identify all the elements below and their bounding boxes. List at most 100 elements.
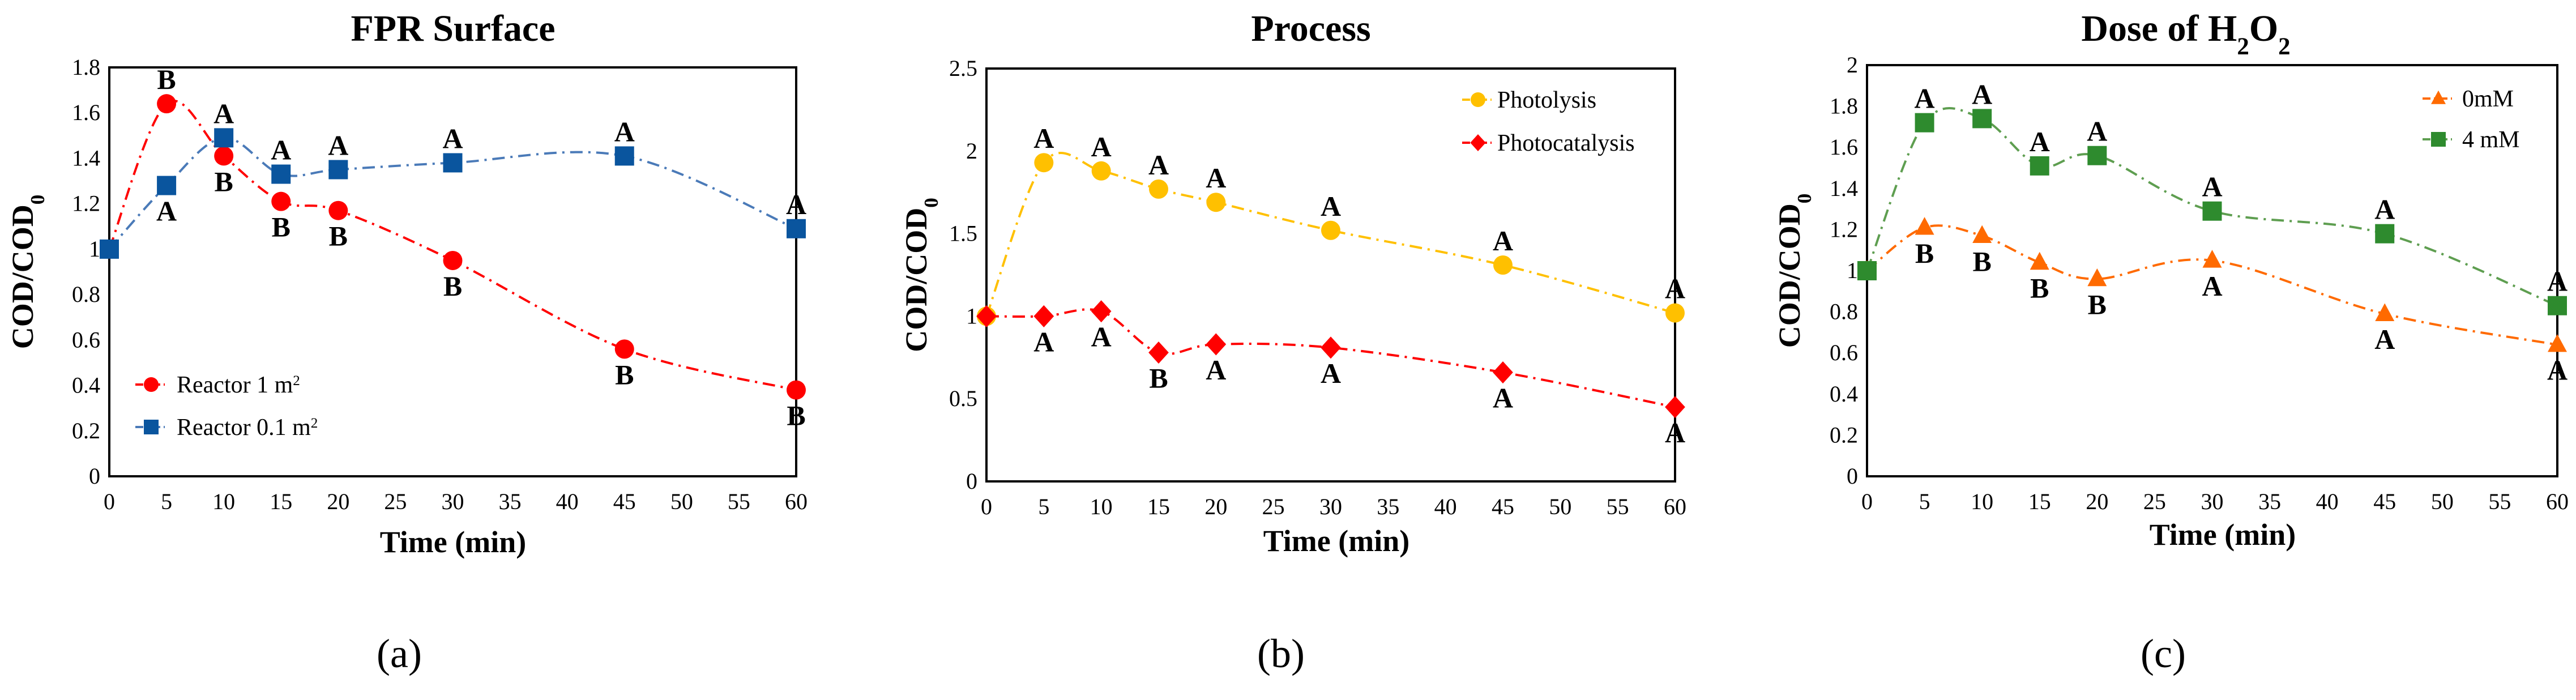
panel-label: (c) (2141, 631, 2186, 676)
x-tick-label: 50 (670, 489, 693, 514)
x-tick-label: 40 (2316, 489, 2339, 514)
data-point (2087, 146, 2107, 165)
legend-item: 4 mM (2423, 127, 2520, 153)
data-point (1493, 255, 1513, 275)
data-point (1206, 193, 1226, 212)
data-point (1493, 361, 1513, 384)
y-tick-label: 0.8 (1830, 299, 1858, 325)
x-tick-label: 30 (1319, 494, 1342, 519)
significance-letter: B (329, 220, 348, 252)
significance-letter: B (2088, 289, 2107, 321)
legend-marker (2431, 132, 2446, 147)
significance-letter: A (1665, 273, 1685, 305)
significance-letter: A (1972, 78, 1992, 110)
significance-letter: A (442, 122, 463, 154)
data-point (2375, 303, 2395, 321)
data-point (1915, 113, 1934, 133)
y-tick-label: 2 (966, 138, 977, 164)
significance-letter: B (214, 165, 233, 197)
x-tick-label: 30 (442, 489, 464, 514)
panel-label: (b) (1257, 631, 1305, 676)
significance-letter: B (1149, 362, 1168, 394)
significance-letter: A (1665, 417, 1685, 449)
y-tick-label: 1.6 (1830, 134, 1858, 160)
x-tick-label: 55 (1607, 494, 1629, 519)
x-tick-label: 35 (499, 489, 522, 514)
chart-panel-a: FPR Surface 0 0.2 0.4 0.6 0.8 1 1.2 1.4 1.6 1.8 0 5 1… (6, 8, 808, 676)
x-tick-label: 0 (104, 489, 115, 514)
significance-letter: A (328, 130, 348, 161)
significance-letter: A (1033, 122, 1054, 154)
series-reactor-0-1-m2: A A A A A A A (100, 97, 806, 259)
data-point (100, 239, 119, 259)
x-tick-label: 45 (1492, 494, 1514, 519)
significance-letter: A (2374, 194, 2395, 225)
y-tick-label: 0.6 (1830, 340, 1858, 365)
y-tick-label: 1 (89, 236, 100, 262)
x-tick-label: 5 (161, 489, 172, 514)
y-tick-label: 1.8 (1830, 93, 1858, 119)
data-point (787, 219, 806, 238)
legend-label: Photolysis (1497, 87, 1596, 113)
data-point (1091, 161, 1111, 181)
data-point (214, 128, 234, 148)
x-tick-label: 10 (212, 489, 235, 514)
x-tick-label: 5 (1919, 489, 1930, 514)
data-point (614, 339, 634, 359)
x-tick-label: 15 (270, 489, 292, 514)
x-axis-title: Time (min) (2150, 518, 2296, 552)
data-point (2087, 268, 2107, 287)
y-tick-label: 0.8 (72, 281, 100, 307)
legend-marker (1471, 92, 1485, 107)
data-point (1665, 303, 1685, 323)
significance-letter: A (1493, 382, 1513, 414)
significance-letter: A (1206, 354, 1226, 386)
data-point (271, 191, 291, 211)
legend-item: Reactor 1 m2 (135, 372, 300, 398)
significance-letter: A (1091, 321, 1112, 353)
x-tick-label: 45 (613, 489, 636, 514)
y-tick-label: 1.5 (949, 221, 977, 246)
data-point (1091, 300, 1112, 323)
series-4-mm: A A A A A A A (1857, 78, 2568, 315)
y-tick-label: 0 (89, 463, 100, 489)
data-point (157, 176, 177, 195)
x-axis-title: Time (min) (380, 525, 526, 559)
significance-letter: A (1148, 149, 1169, 181)
data-point (2030, 156, 2049, 176)
x-tick-label: 35 (2258, 489, 2281, 514)
y-tick-label: 1.2 (72, 191, 100, 216)
y-tick-label: 0.5 (949, 386, 977, 411)
legend-marker (2431, 90, 2446, 104)
data-point (443, 153, 463, 173)
x-tick-label: 40 (556, 489, 579, 514)
significance-letter: A (1206, 162, 1226, 194)
data-point (214, 146, 234, 166)
x-tick-label: 35 (1377, 494, 1399, 519)
chart-title: FPR Surface (351, 8, 555, 49)
significance-letter: A (2030, 126, 2050, 157)
x-tick-label: 30 (2201, 489, 2224, 514)
x-tick-label: 5 (1038, 494, 1049, 519)
x-tick-label: 60 (1664, 494, 1686, 519)
x-tick-label: 60 (2546, 489, 2569, 514)
data-point (1857, 261, 1877, 280)
legend-item: Reactor 0.1 m2 (135, 415, 318, 441)
significance-letter: B (787, 400, 805, 432)
data-point (2030, 251, 2049, 270)
y-axis-title: COD/COD0 (1772, 194, 1815, 348)
legend-item: 0mM (2423, 86, 2514, 112)
y-axis-title: COD/COD0 (6, 195, 49, 349)
legend-label: 0mM (2462, 86, 2514, 112)
y-tick-label: 1.6 (72, 100, 100, 125)
y-tick-label: 2 (1847, 52, 1858, 78)
significance-letter: A (2202, 171, 2222, 203)
significance-letter: A (2087, 116, 2107, 147)
data-point (1148, 342, 1169, 364)
chart-title: Dose of H2O2 (2081, 8, 2290, 60)
significance-letter: B (272, 211, 291, 243)
series-reactor-1-m2: B B B B B B B (100, 63, 806, 432)
data-point (2202, 201, 2222, 221)
x-tick-label: 45 (2373, 489, 2396, 514)
